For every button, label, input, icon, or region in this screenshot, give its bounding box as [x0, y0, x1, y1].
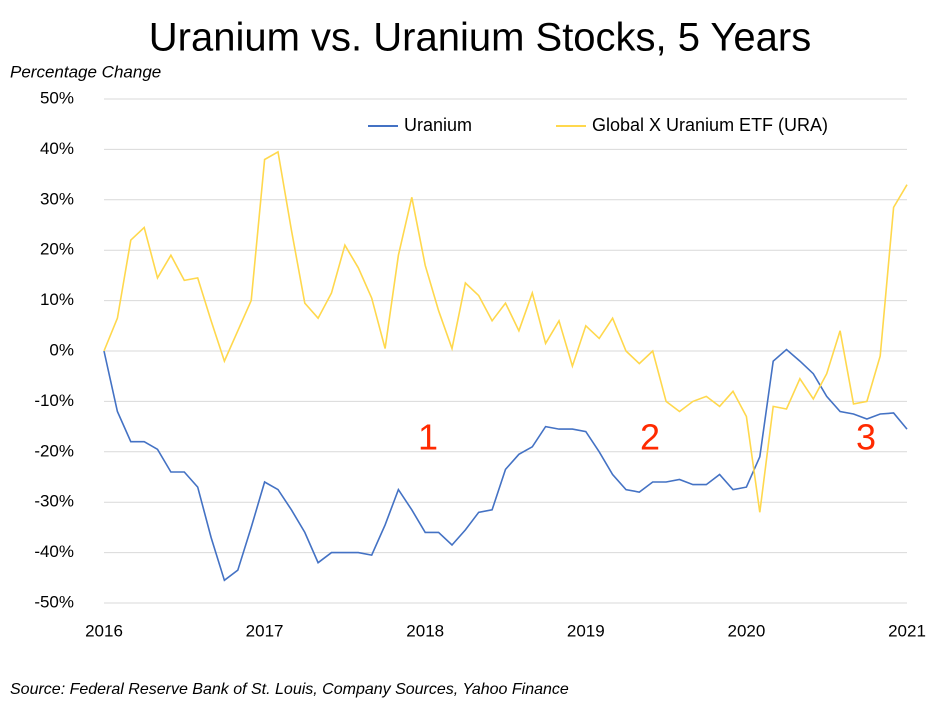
- y-axis-label: Percentage Change: [10, 62, 161, 81]
- y-tick-label: -40%: [34, 542, 74, 561]
- x-tick-label: 2016: [85, 621, 123, 640]
- x-tick-label: 2018: [406, 621, 444, 640]
- y-tick-label: 40%: [40, 139, 74, 158]
- y-tick-label: -50%: [34, 592, 74, 611]
- source-note: Source: Federal Reserve Bank of St. Loui…: [10, 681, 569, 698]
- y-tick-label: 30%: [40, 189, 74, 208]
- y-tick-label: -20%: [34, 441, 74, 460]
- y-tick-label: -30%: [34, 492, 74, 511]
- x-tick-label: 2019: [567, 621, 605, 640]
- x-tick-label: 2017: [246, 621, 284, 640]
- legend-label: Global X Uranium ETF (URA): [592, 115, 828, 135]
- annotation: 2: [640, 417, 660, 458]
- y-tick-label: 20%: [40, 240, 74, 259]
- y-tick-label: 0%: [49, 340, 74, 359]
- y-tick-label: 10%: [40, 290, 74, 309]
- y-tick-label: 50%: [40, 88, 74, 107]
- y-tick-label: -10%: [34, 391, 74, 410]
- chart-title: Uranium vs. Uranium Stocks, 5 Years: [149, 16, 811, 60]
- x-tick-label: 2021: [888, 621, 926, 640]
- series-line: [103, 348, 908, 582]
- legend-label: Uranium: [404, 115, 472, 135]
- annotation: 3: [856, 417, 876, 458]
- series-line: [103, 150, 908, 513]
- annotation: 1: [418, 417, 438, 458]
- x-tick-label: 2020: [727, 621, 765, 640]
